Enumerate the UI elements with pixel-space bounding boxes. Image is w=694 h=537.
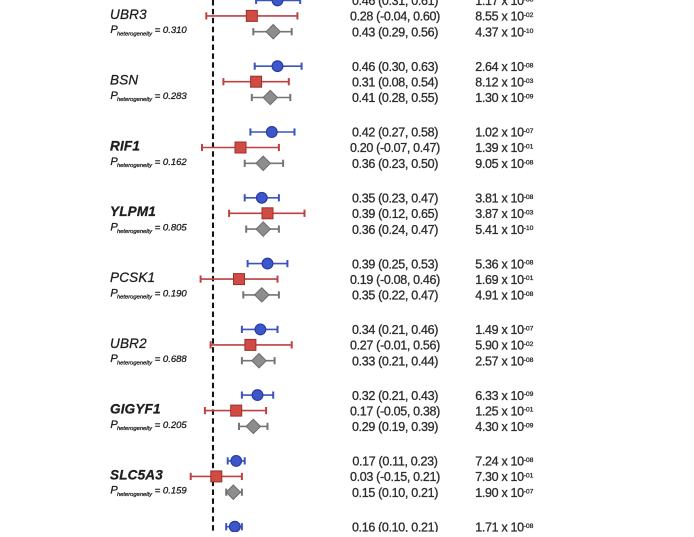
svg-text:UBR3: UBR3 [110,7,147,22]
svg-text:0.17 (0.11, 0.23): 0.17 (0.11, 0.23) [352,455,437,469]
svg-text:0.43 (0.29, 0.56): 0.43 (0.29, 0.56) [352,25,438,39]
svg-text:1.71 x 10-08: 1.71 x 10-08 [475,520,533,532]
svg-text:0.46 (0.31, 0.61): 0.46 (0.31, 0.61) [352,0,438,8]
svg-text:PCSK1: PCSK1 [110,270,155,285]
svg-text:1.25 x 10-01: 1.25 x 10-01 [475,404,533,418]
svg-text:4.37 x 10-10: 4.37 x 10-10 [475,25,533,39]
svg-text:0.34 (0.21, 0.46): 0.34 (0.21, 0.46) [352,323,438,337]
svg-text:4.91 x 10-08: 4.91 x 10-08 [475,289,533,303]
svg-text:0.46 (0.30, 0.63): 0.46 (0.30, 0.63) [352,60,438,74]
svg-text:Pheterogeneity = 0.805: Pheterogeneity = 0.805 [110,222,187,235]
svg-text:1.39 x 10-01: 1.39 x 10-01 [475,141,533,155]
svg-text:0.27 (-0.01, 0.56): 0.27 (-0.01, 0.56) [350,339,440,353]
svg-text:0.39 (0.12, 0.65): 0.39 (0.12, 0.65) [352,207,438,221]
svg-text:4.30 x 10-09: 4.30 x 10-09 [475,420,533,434]
svg-text:5.36 x 10-08: 5.36 x 10-08 [475,257,533,271]
svg-text:0.36 (0.23, 0.50): 0.36 (0.23, 0.50) [352,157,438,171]
svg-text:1.90 x 10-07: 1.90 x 10-07 [475,486,533,500]
svg-text:0.35 (0.22, 0.47): 0.35 (0.22, 0.47) [352,289,438,303]
svg-text:1.30 x 10-09: 1.30 x 10-09 [475,91,533,105]
svg-text:0.31 (0.08, 0.54): 0.31 (0.08, 0.54) [352,75,438,89]
svg-text:SLC5A3: SLC5A3 [110,467,163,482]
svg-text:UBR2: UBR2 [110,336,147,351]
svg-text:8.12 x 10-03: 8.12 x 10-03 [475,75,533,89]
svg-text:0.39 (0.25, 0.53): 0.39 (0.25, 0.53) [352,257,438,271]
svg-text:0.42 (0.27, 0.58): 0.42 (0.27, 0.58) [352,126,438,140]
svg-text:Pheterogeneity = 0.283: Pheterogeneity = 0.283 [110,90,187,103]
svg-text:0.03 (-0.15, 0.21): 0.03 (-0.15, 0.21) [350,470,440,484]
svg-text:3.87 x 10-03: 3.87 x 10-03 [475,207,533,221]
svg-text:3.81 x 10-08: 3.81 x 10-08 [475,192,533,206]
svg-text:1.17 x 10-08: 1.17 x 10-08 [475,0,533,8]
svg-text:6.33 x 10-09: 6.33 x 10-09 [475,389,533,403]
svg-text:1.49 x 10-07: 1.49 x 10-07 [475,323,533,337]
svg-text:1.02 x 10-07: 1.02 x 10-07 [475,126,533,140]
svg-text:0.17 (-0.05, 0.38): 0.17 (-0.05, 0.38) [350,404,440,418]
svg-text:GIGYF1: GIGYF1 [110,402,161,417]
svg-text:0.41 (0.28, 0.55): 0.41 (0.28, 0.55) [352,91,438,105]
svg-text:BSN: BSN [110,73,138,88]
svg-text:7.30 x 10-01: 7.30 x 10-01 [475,470,533,484]
svg-text:0.36 (0.24, 0.47): 0.36 (0.24, 0.47) [352,223,438,237]
svg-text:5.90 x 10-02: 5.90 x 10-02 [475,339,533,353]
svg-text:8.55 x 10-02: 8.55 x 10-02 [475,10,533,24]
svg-text:0.20 (-0.07, 0.47): 0.20 (-0.07, 0.47) [350,141,440,155]
svg-text:0.28 (-0.04, 0.60): 0.28 (-0.04, 0.60) [350,10,440,24]
svg-text:0.35 (0.23, 0.47): 0.35 (0.23, 0.47) [352,192,438,206]
svg-text:5.41 x 10-10: 5.41 x 10-10 [475,223,533,237]
svg-text:2.57 x 10-08: 2.57 x 10-08 [475,354,533,368]
svg-text:0.33 (0.21, 0.44): 0.33 (0.21, 0.44) [352,354,438,368]
svg-text:0.16 (0.10, 0.21): 0.16 (0.10, 0.21) [352,520,438,532]
svg-text:2.64 x 10-08: 2.64 x 10-08 [475,60,533,74]
svg-text:1.69 x 10-01: 1.69 x 10-01 [475,273,533,287]
svg-text:7.24 x 10-08: 7.24 x 10-08 [475,455,533,469]
svg-text:0.15 (0.10, 0.21): 0.15 (0.10, 0.21) [352,486,438,500]
svg-text:9.05 x 10-08: 9.05 x 10-08 [475,157,533,171]
svg-text:0.32 (0.21, 0.43): 0.32 (0.21, 0.43) [352,389,438,403]
svg-text:RIF1: RIF1 [110,138,140,153]
svg-text:YLPM1: YLPM1 [110,204,156,219]
svg-text:0.19 (-0.08, 0.46): 0.19 (-0.08, 0.46) [350,273,440,287]
svg-text:0.29 (0.19, 0.39): 0.29 (0.19, 0.39) [352,420,438,434]
